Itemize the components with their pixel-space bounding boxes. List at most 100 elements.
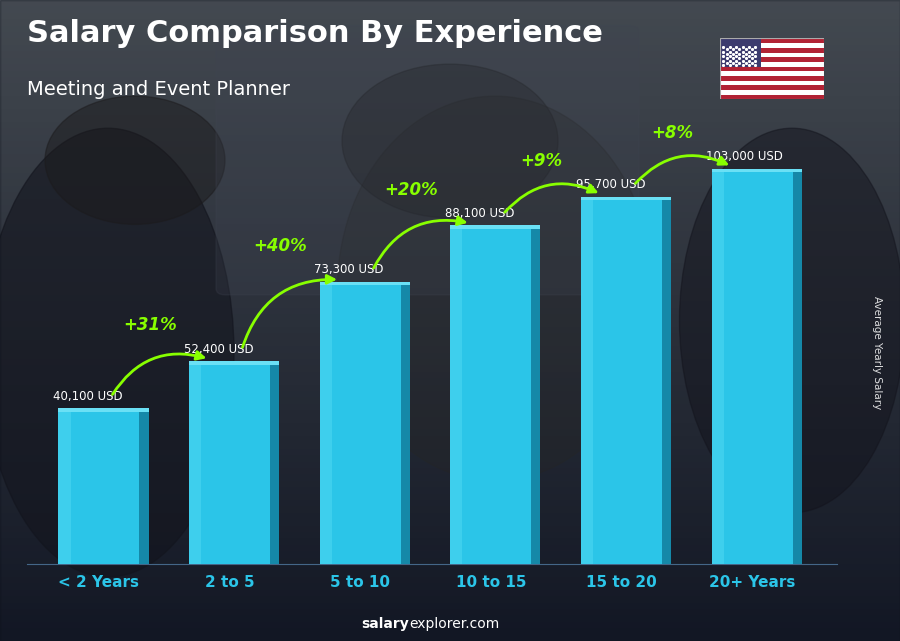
FancyArrowPatch shape: [374, 217, 464, 268]
Bar: [0, 64, 900, 71]
Bar: [0, 90, 900, 96]
Bar: [0, 308, 900, 314]
Bar: [580, 200, 662, 564]
Bar: [0, 353, 900, 359]
Bar: [450, 229, 463, 564]
Bar: [0, 577, 900, 583]
FancyArrowPatch shape: [505, 184, 596, 212]
Bar: [0, 6, 900, 13]
Bar: [0, 154, 900, 160]
Bar: [189, 365, 202, 564]
Text: 103,000 USD: 103,000 USD: [706, 151, 783, 163]
Bar: [0, 500, 900, 506]
Text: 73,300 USD: 73,300 USD: [314, 263, 384, 276]
Text: +9%: +9%: [520, 152, 562, 170]
Bar: [0, 583, 900, 590]
Bar: [0, 71, 900, 77]
Text: salary: salary: [362, 617, 410, 631]
Bar: [58, 412, 140, 564]
Text: +40%: +40%: [254, 237, 307, 255]
Bar: [0, 256, 900, 263]
Bar: [0, 404, 900, 410]
Bar: [720, 43, 824, 48]
Bar: [320, 285, 400, 564]
Bar: [0, 333, 900, 340]
Bar: [0, 340, 900, 346]
Bar: [0, 122, 900, 128]
Bar: [0, 173, 900, 179]
Bar: [0, 295, 900, 301]
Bar: [0, 51, 900, 58]
Bar: [0, 378, 900, 385]
Bar: [0, 83, 900, 90]
Bar: [0, 603, 900, 609]
Bar: [189, 365, 270, 564]
Bar: [0, 45, 900, 51]
Bar: [720, 95, 824, 99]
Bar: [720, 62, 824, 67]
Bar: [0, 192, 900, 199]
Text: Salary Comparison By Experience: Salary Comparison By Experience: [27, 19, 603, 48]
Bar: [0, 32, 900, 38]
Bar: [0, 314, 900, 320]
FancyArrowPatch shape: [635, 156, 726, 183]
Bar: [0, 269, 900, 276]
Bar: [0, 186, 900, 192]
Bar: [0, 276, 900, 282]
FancyBboxPatch shape: [216, 26, 639, 295]
Bar: [720, 48, 824, 53]
Bar: [0, 615, 900, 622]
Bar: [720, 76, 824, 81]
Bar: [0, 77, 900, 83]
Bar: [662, 200, 671, 564]
Text: explorer.com: explorer.com: [410, 617, 500, 631]
Bar: [0, 506, 900, 513]
Bar: [0, 391, 900, 397]
Bar: [0, 436, 900, 442]
Bar: [0, 558, 900, 564]
Bar: [0, 429, 900, 436]
Bar: [0, 513, 900, 519]
Bar: [450, 226, 540, 229]
Bar: [320, 285, 332, 564]
Bar: [0, 224, 900, 231]
Bar: [720, 85, 824, 90]
Bar: [0, 462, 900, 468]
Bar: [0, 135, 900, 141]
Bar: [450, 229, 531, 564]
Ellipse shape: [0, 128, 234, 577]
Text: Meeting and Event Planner: Meeting and Event Planner: [27, 80, 290, 99]
Bar: [320, 282, 410, 285]
Bar: [720, 90, 824, 95]
Text: 52,400 USD: 52,400 USD: [184, 343, 254, 356]
Text: 95,700 USD: 95,700 USD: [576, 178, 645, 191]
Bar: [0, 494, 900, 500]
Bar: [0, 212, 900, 218]
Bar: [0, 596, 900, 603]
FancyArrowPatch shape: [242, 276, 334, 347]
Bar: [0, 13, 900, 19]
Ellipse shape: [680, 128, 900, 513]
Bar: [720, 71, 824, 76]
Bar: [720, 81, 824, 85]
Text: +20%: +20%: [384, 181, 437, 199]
Text: 88,100 USD: 88,100 USD: [446, 207, 515, 220]
Bar: [0, 128, 900, 135]
Bar: [0, 58, 900, 64]
Bar: [0, 545, 900, 551]
Bar: [580, 197, 671, 200]
Bar: [0, 449, 900, 455]
Bar: [0, 205, 900, 212]
Bar: [0, 19, 900, 26]
Bar: [712, 169, 802, 172]
Bar: [0, 570, 900, 577]
Bar: [0, 481, 900, 487]
Bar: [0, 109, 900, 115]
Bar: [0, 538, 900, 545]
Bar: [0, 609, 900, 615]
Bar: [0, 628, 900, 635]
Bar: [0, 103, 900, 109]
Bar: [0, 231, 900, 237]
Bar: [0, 115, 900, 122]
Bar: [0, 372, 900, 378]
